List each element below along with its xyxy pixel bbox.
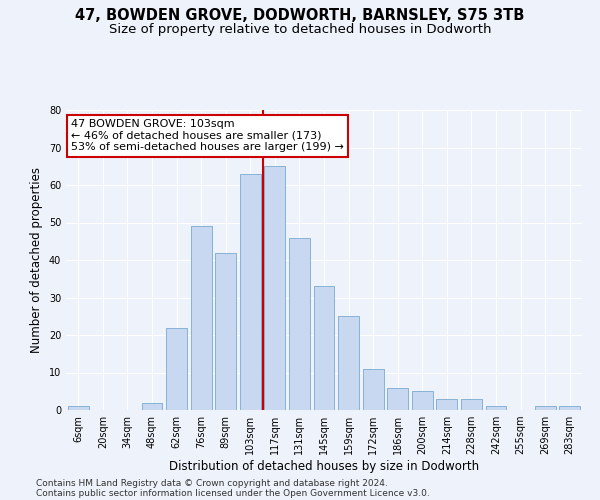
Bar [215,252,236,410]
X-axis label: Distribution of detached houses by size in Dodworth: Distribution of detached houses by size … [169,460,479,473]
Bar [68,406,89,410]
Bar [338,316,359,410]
Y-axis label: Number of detached properties: Number of detached properties [30,167,43,353]
Text: 47 BOWDEN GROVE: 103sqm
← 46% of detached houses are smaller (173)
53% of semi-d: 47 BOWDEN GROVE: 103sqm ← 46% of detache… [71,119,344,152]
Bar [191,226,212,410]
Bar [461,399,482,410]
Text: Contains HM Land Registry data © Crown copyright and database right 2024.: Contains HM Land Registry data © Crown c… [36,478,388,488]
Bar [314,286,334,410]
Bar [362,369,383,410]
Bar [412,391,433,410]
Text: 47, BOWDEN GROVE, DODWORTH, BARNSLEY, S75 3TB: 47, BOWDEN GROVE, DODWORTH, BARNSLEY, S7… [76,8,524,22]
Bar [289,238,310,410]
Bar [535,406,556,410]
Bar [387,388,408,410]
Bar [166,328,187,410]
Bar [559,406,580,410]
Text: Contains public sector information licensed under the Open Government Licence v3: Contains public sector information licen… [36,488,430,498]
Bar [142,402,163,410]
Bar [485,406,506,410]
Bar [436,399,457,410]
Text: Size of property relative to detached houses in Dodworth: Size of property relative to detached ho… [109,22,491,36]
Bar [240,174,261,410]
Bar [265,166,286,410]
